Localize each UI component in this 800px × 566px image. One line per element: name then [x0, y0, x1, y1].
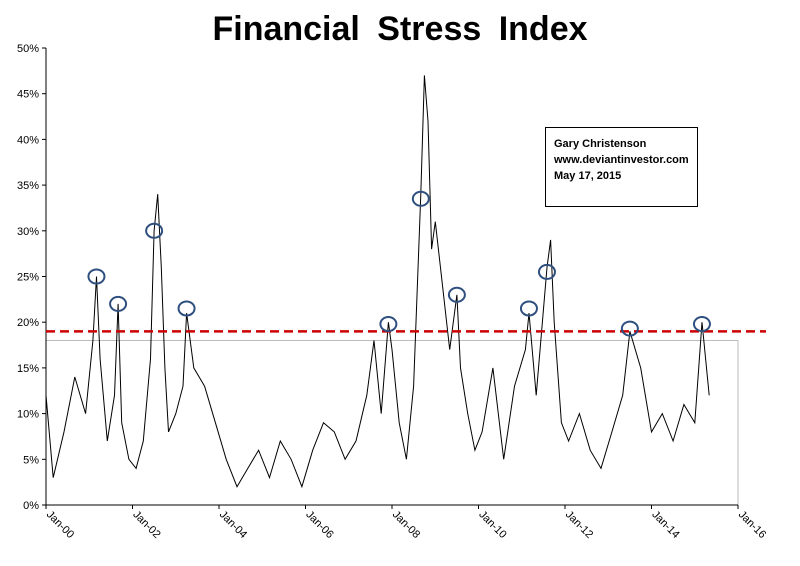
x-tick-label: Jan-10 [476, 509, 508, 541]
x-tick-label: Jan-14 [649, 509, 681, 541]
y-tick-label: 40% [17, 134, 39, 146]
x-axis: Jan-00 Jan-02 Jan-04 Jan-06 Jan-08 Jan-10 Jan-… [44, 505, 768, 541]
y-tick-label: 30% [17, 226, 39, 238]
y-tick-label: 0% [23, 500, 39, 512]
x-tick-label: Jan-12 [563, 509, 595, 541]
y-tick-label: 50% [17, 43, 39, 55]
series-group [45, 75, 710, 489]
annotation-date: May 17, 2015 [554, 170, 622, 182]
peak-circle [537, 263, 556, 280]
y-axis: 0% 5% 10% 15% 20% 25% 30% 35% 40% 45% 50% [17, 43, 46, 512]
series-line [45, 75, 710, 489]
annotation-author: Gary Christenson [554, 138, 647, 150]
peak-circle [87, 268, 106, 285]
x-tick-label: Jan-04 [217, 509, 249, 541]
peak-circle [692, 316, 711, 333]
x-tick-label: Jan-00 [44, 509, 76, 541]
axes [45, 48, 738, 506]
peak-circle [411, 190, 430, 207]
peak-circle [519, 300, 538, 317]
circles-group [87, 190, 711, 337]
x-tick-label: Jan-02 [130, 509, 162, 541]
chart-title: Financial Stress Index [212, 10, 588, 48]
annotation-box: Gary Christenson www.deviantinvestor.com… [545, 127, 698, 207]
peak-circle [620, 320, 639, 337]
peak-circle [145, 222, 164, 239]
y-tick-label: 25% [17, 272, 39, 284]
y-tick-label: 35% [17, 180, 39, 192]
y-tick-label: 15% [17, 363, 39, 375]
y-tick-label: 10% [17, 409, 39, 421]
peak-circle [379, 316, 398, 333]
annotation-website: www.deviantinvestor.com [554, 154, 689, 166]
peak-circle [177, 300, 196, 317]
x-tick-label: Jan-16 [736, 509, 768, 541]
peak-circle [447, 286, 466, 303]
x-tick-label: Jan-08 [390, 509, 422, 541]
y-tick-label: 45% [17, 89, 39, 101]
y-tick-label: 5% [23, 454, 39, 466]
peak-circle [109, 295, 128, 312]
y-tick-label: 20% [17, 317, 39, 329]
x-tick-label: Jan-06 [303, 509, 335, 541]
